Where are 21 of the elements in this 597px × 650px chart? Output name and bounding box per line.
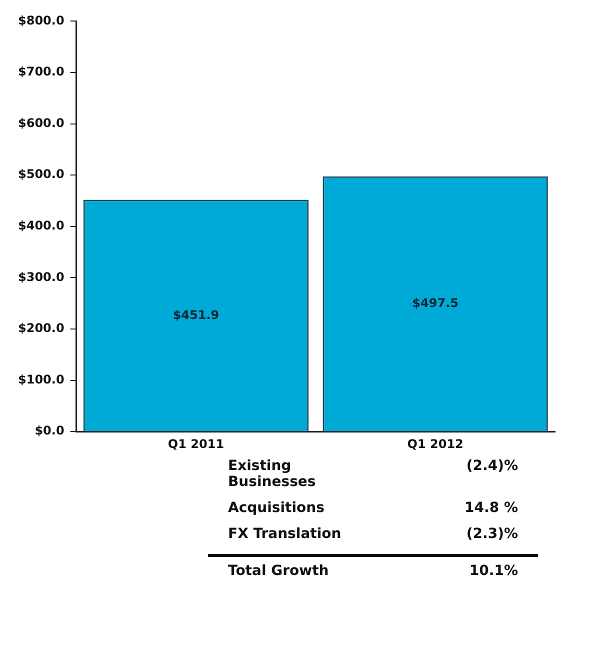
y-tick-label: $300.0 — [18, 270, 64, 284]
y-tick-label: $400.0 — [18, 218, 64, 233]
text: 14.8 % — [464, 500, 518, 516]
y-tick-label: $0.0 — [34, 424, 64, 438]
y-tick-label: $800.0 — [18, 13, 64, 28]
y-tick-label: $100.0 — [18, 372, 64, 386]
text: Total Growth — [228, 563, 330, 579]
data-label: $451.9 — [172, 308, 220, 322]
x-tick-label: Q1 2011 — [168, 436, 224, 451]
x-tick-label: Q1 2012 — [407, 436, 464, 451]
y-tick-label: $700.0 — [18, 64, 64, 79]
y-tick-label: $200.0 — [18, 321, 64, 336]
text: FX Translation — [228, 526, 342, 542]
text: (2.3)% — [466, 526, 518, 542]
text: Existing Businesses — [228, 458, 317, 490]
y-tick-label: $500.0 — [18, 167, 64, 182]
text: (2.4)% — [466, 458, 518, 476]
text: 10.1% — [469, 563, 518, 579]
y-tick-label: $600.0 — [18, 116, 64, 130]
text: Acquisitions — [228, 500, 326, 516]
data-label: $497.5 — [412, 296, 458, 310]
